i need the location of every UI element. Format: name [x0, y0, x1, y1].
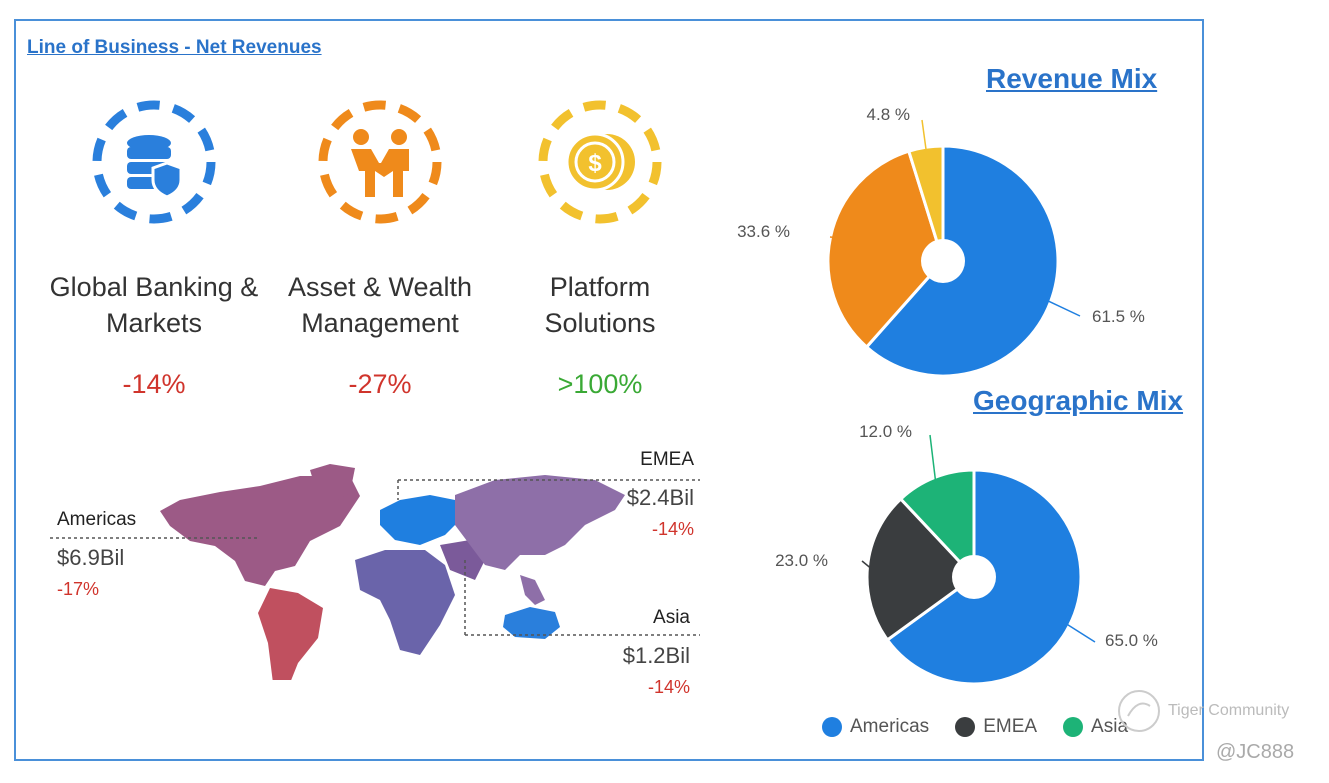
tiger-logo-icon	[1118, 690, 1160, 732]
region-name: EMEA	[640, 449, 694, 470]
watermark-handle: @JC888	[1216, 741, 1295, 763]
chart-legend: Americas EMEA Asia	[822, 716, 1128, 738]
legend-dot-icon	[822, 717, 842, 737]
legend-item-asia: Asia	[1063, 716, 1128, 738]
lob-change: -27%	[348, 369, 412, 399]
legend-dot-icon	[1063, 717, 1084, 737]
region-value: $2.4Bil	[626, 485, 694, 510]
region-value: $1.2Bil	[622, 643, 690, 668]
revenue-mix-chart: 61.5 % 33.6 % 4.8 %	[737, 105, 1145, 378]
leader-line-0	[1048, 300, 1081, 317]
lob-platform-solutions: $ Platform Solutions >100%	[480, 97, 720, 400]
region-emea: EMEA $2.4Bil -14%	[612, 449, 694, 540]
legend-item-emea: EMEA	[955, 716, 1037, 738]
geographic-mix-title: Geographic Mix	[973, 385, 1184, 416]
database-shield-icon	[92, 100, 216, 224]
leader-line-1	[861, 560, 870, 568]
svg-text:$: $	[588, 150, 602, 177]
lob-change: >100%	[557, 369, 643, 399]
world-map	[50, 464, 700, 680]
map-southeast-asia	[520, 575, 545, 605]
region-change: -17%	[57, 579, 100, 599]
region-change: -14%	[647, 677, 690, 697]
slice-label-1: 23.0 %	[775, 551, 828, 570]
legend-dot-icon	[955, 717, 976, 737]
geographic-mix-chart: 65.0 % 23.0 % 12.0 %	[775, 422, 1158, 686]
pie-slice-1	[865, 496, 977, 642]
slice-label-0: 65.0 %	[1105, 631, 1158, 650]
section-header: Line of Business - Net Revenues	[27, 37, 322, 58]
region-change: -14%	[651, 519, 694, 539]
region-name: Americas	[57, 509, 137, 530]
revenue-mix-title: Revenue Mix	[986, 63, 1158, 94]
slice-label-0: 61.5 %	[1092, 307, 1145, 326]
leader-line-0	[1067, 624, 1096, 643]
map-south-america	[258, 588, 323, 680]
map-europe	[380, 495, 460, 545]
region-value: $6.9Bil	[57, 545, 125, 570]
handshake-people-icon	[318, 100, 442, 224]
slice-label-2: 4.8 %	[867, 105, 910, 124]
map-australia	[503, 607, 560, 639]
pie-center-hole	[952, 555, 996, 599]
lob-name: Platform Solutions	[544, 272, 656, 338]
lob-global-banking: Global Banking & Markets -14%	[34, 97, 274, 400]
lob-name: Global Banking & Markets	[49, 272, 259, 338]
map-asia	[455, 475, 625, 570]
region-americas: Americas $6.9Bil -17%	[57, 509, 136, 600]
region-asia: Asia $1.2Bil -14%	[606, 607, 690, 698]
lob-change: -14%	[122, 369, 186, 399]
watermark: Tiger Community	[1116, 688, 1289, 734]
pie-center-hole	[921, 239, 965, 283]
map-north-america	[160, 476, 360, 586]
dollar-coin-icon: $	[538, 100, 662, 224]
legend-item-americas: Americas	[822, 716, 929, 738]
map-africa	[355, 550, 455, 655]
region-name: Asia	[653, 607, 690, 628]
map-greenland	[310, 464, 355, 503]
lob-asset-wealth: Asset & Wealth Management -27%	[260, 97, 500, 400]
leader-line-2	[929, 434, 937, 480]
lob-name: Asset & Wealth Management	[287, 272, 473, 338]
leader-line-2	[921, 119, 927, 150]
slice-label-2: 12.0 %	[859, 422, 912, 441]
slice-label-1: 33.6 %	[737, 222, 790, 241]
